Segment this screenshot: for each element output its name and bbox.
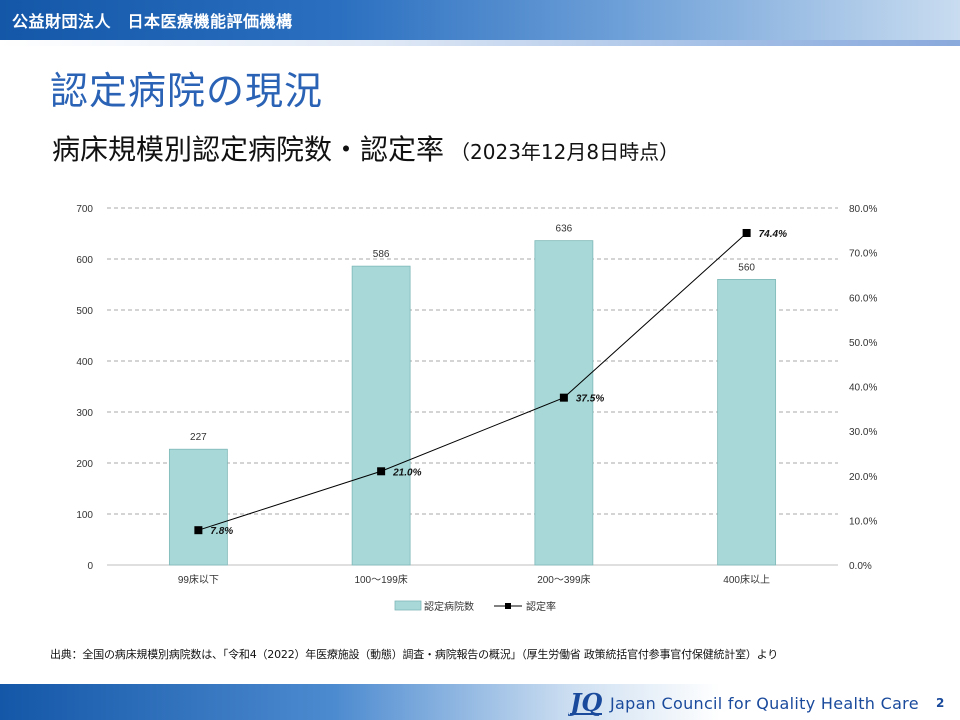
y-tick-label: 300 [76,408,93,419]
x-tick-label: 100～199床 [354,573,407,586]
svg-text:JQ: JQ [568,688,602,717]
legend-swatch-bars [394,600,422,611]
y-tick-label: 100 [76,510,93,521]
bar [351,265,411,566]
footer-org-name: Japan Council for Quality Health Care [610,694,919,713]
y-tick-label: 400 [76,357,93,368]
bar-value-label: 586 [373,249,390,260]
y-tick-label: 200 [76,459,93,470]
footer-bar [0,684,960,720]
bar [534,240,594,566]
legend-swatch-marker [505,603,511,609]
header-organization: 公益財団法人 日本医療機能評価機構 [12,12,293,31]
rate-value-label: 21.0% [392,467,421,478]
page-subtitle: 病床規模別認定病院数・認定率 （2023年12月8日時点） [52,128,679,168]
y-tick-label: 500 [76,306,93,317]
y-tick-label: 0 [87,561,93,572]
rate-marker [377,467,386,476]
y2-tick-label: 60.0% [849,293,877,304]
y2-tick-label: 20.0% [849,472,877,483]
rate-value-label: 74.4% [759,229,787,240]
rate-value-label: 7.8% [210,526,233,537]
y-tick-label: 600 [76,255,93,266]
page-number: 2 [936,696,945,710]
bar-value-label: 636 [556,224,573,235]
y2-tick-label: 0.0% [849,561,872,572]
y2-tick-label: 80.0% [849,204,877,215]
rate-marker [742,228,751,237]
y2-tick-label: 10.0% [849,516,877,527]
x-tick-label: 400床以上 [723,573,770,586]
legend-label-line: 認定率 [526,600,556,613]
bar-value-label: 560 [738,262,755,273]
y2-tick-label: 50.0% [849,338,877,349]
header-underline [0,40,960,46]
source-note: 出典：全国の病床規模別病院数は、「令和4（2022）年医療施設（動態）調査・病院… [50,648,779,661]
bar-value-label: 227 [190,432,207,443]
bar [168,448,228,566]
subtitle-main: 病床規模別認定病院数・認定率 [52,133,445,166]
rate-value-label: 37.5% [576,394,604,405]
y2-tick-label: 40.0% [849,383,877,394]
header-bar [0,0,960,40]
subtitle-date-note: （2023年12月8日時点） [450,140,680,164]
bed-size-chart: 0 100 200 300 400 500 600 700 0.0% 10.0% 20.0% 30.0… [76,204,877,613]
y2-tick-label: 30.0% [849,427,877,438]
y-tick-label: 700 [76,204,93,215]
x-tick-label: 200～399床 [537,573,590,586]
legend-label-bars: 認定病院数 [424,600,474,613]
rate-marker [559,393,568,402]
x-tick-label: 99床以下 [178,573,219,586]
rate-line [198,232,747,531]
jq-logo-icon: JQ [568,688,602,717]
rate-marker [194,526,203,535]
page-title: 認定病院の現況 [50,69,324,113]
bar [717,279,777,566]
y2-tick-label: 70.0% [849,249,877,260]
